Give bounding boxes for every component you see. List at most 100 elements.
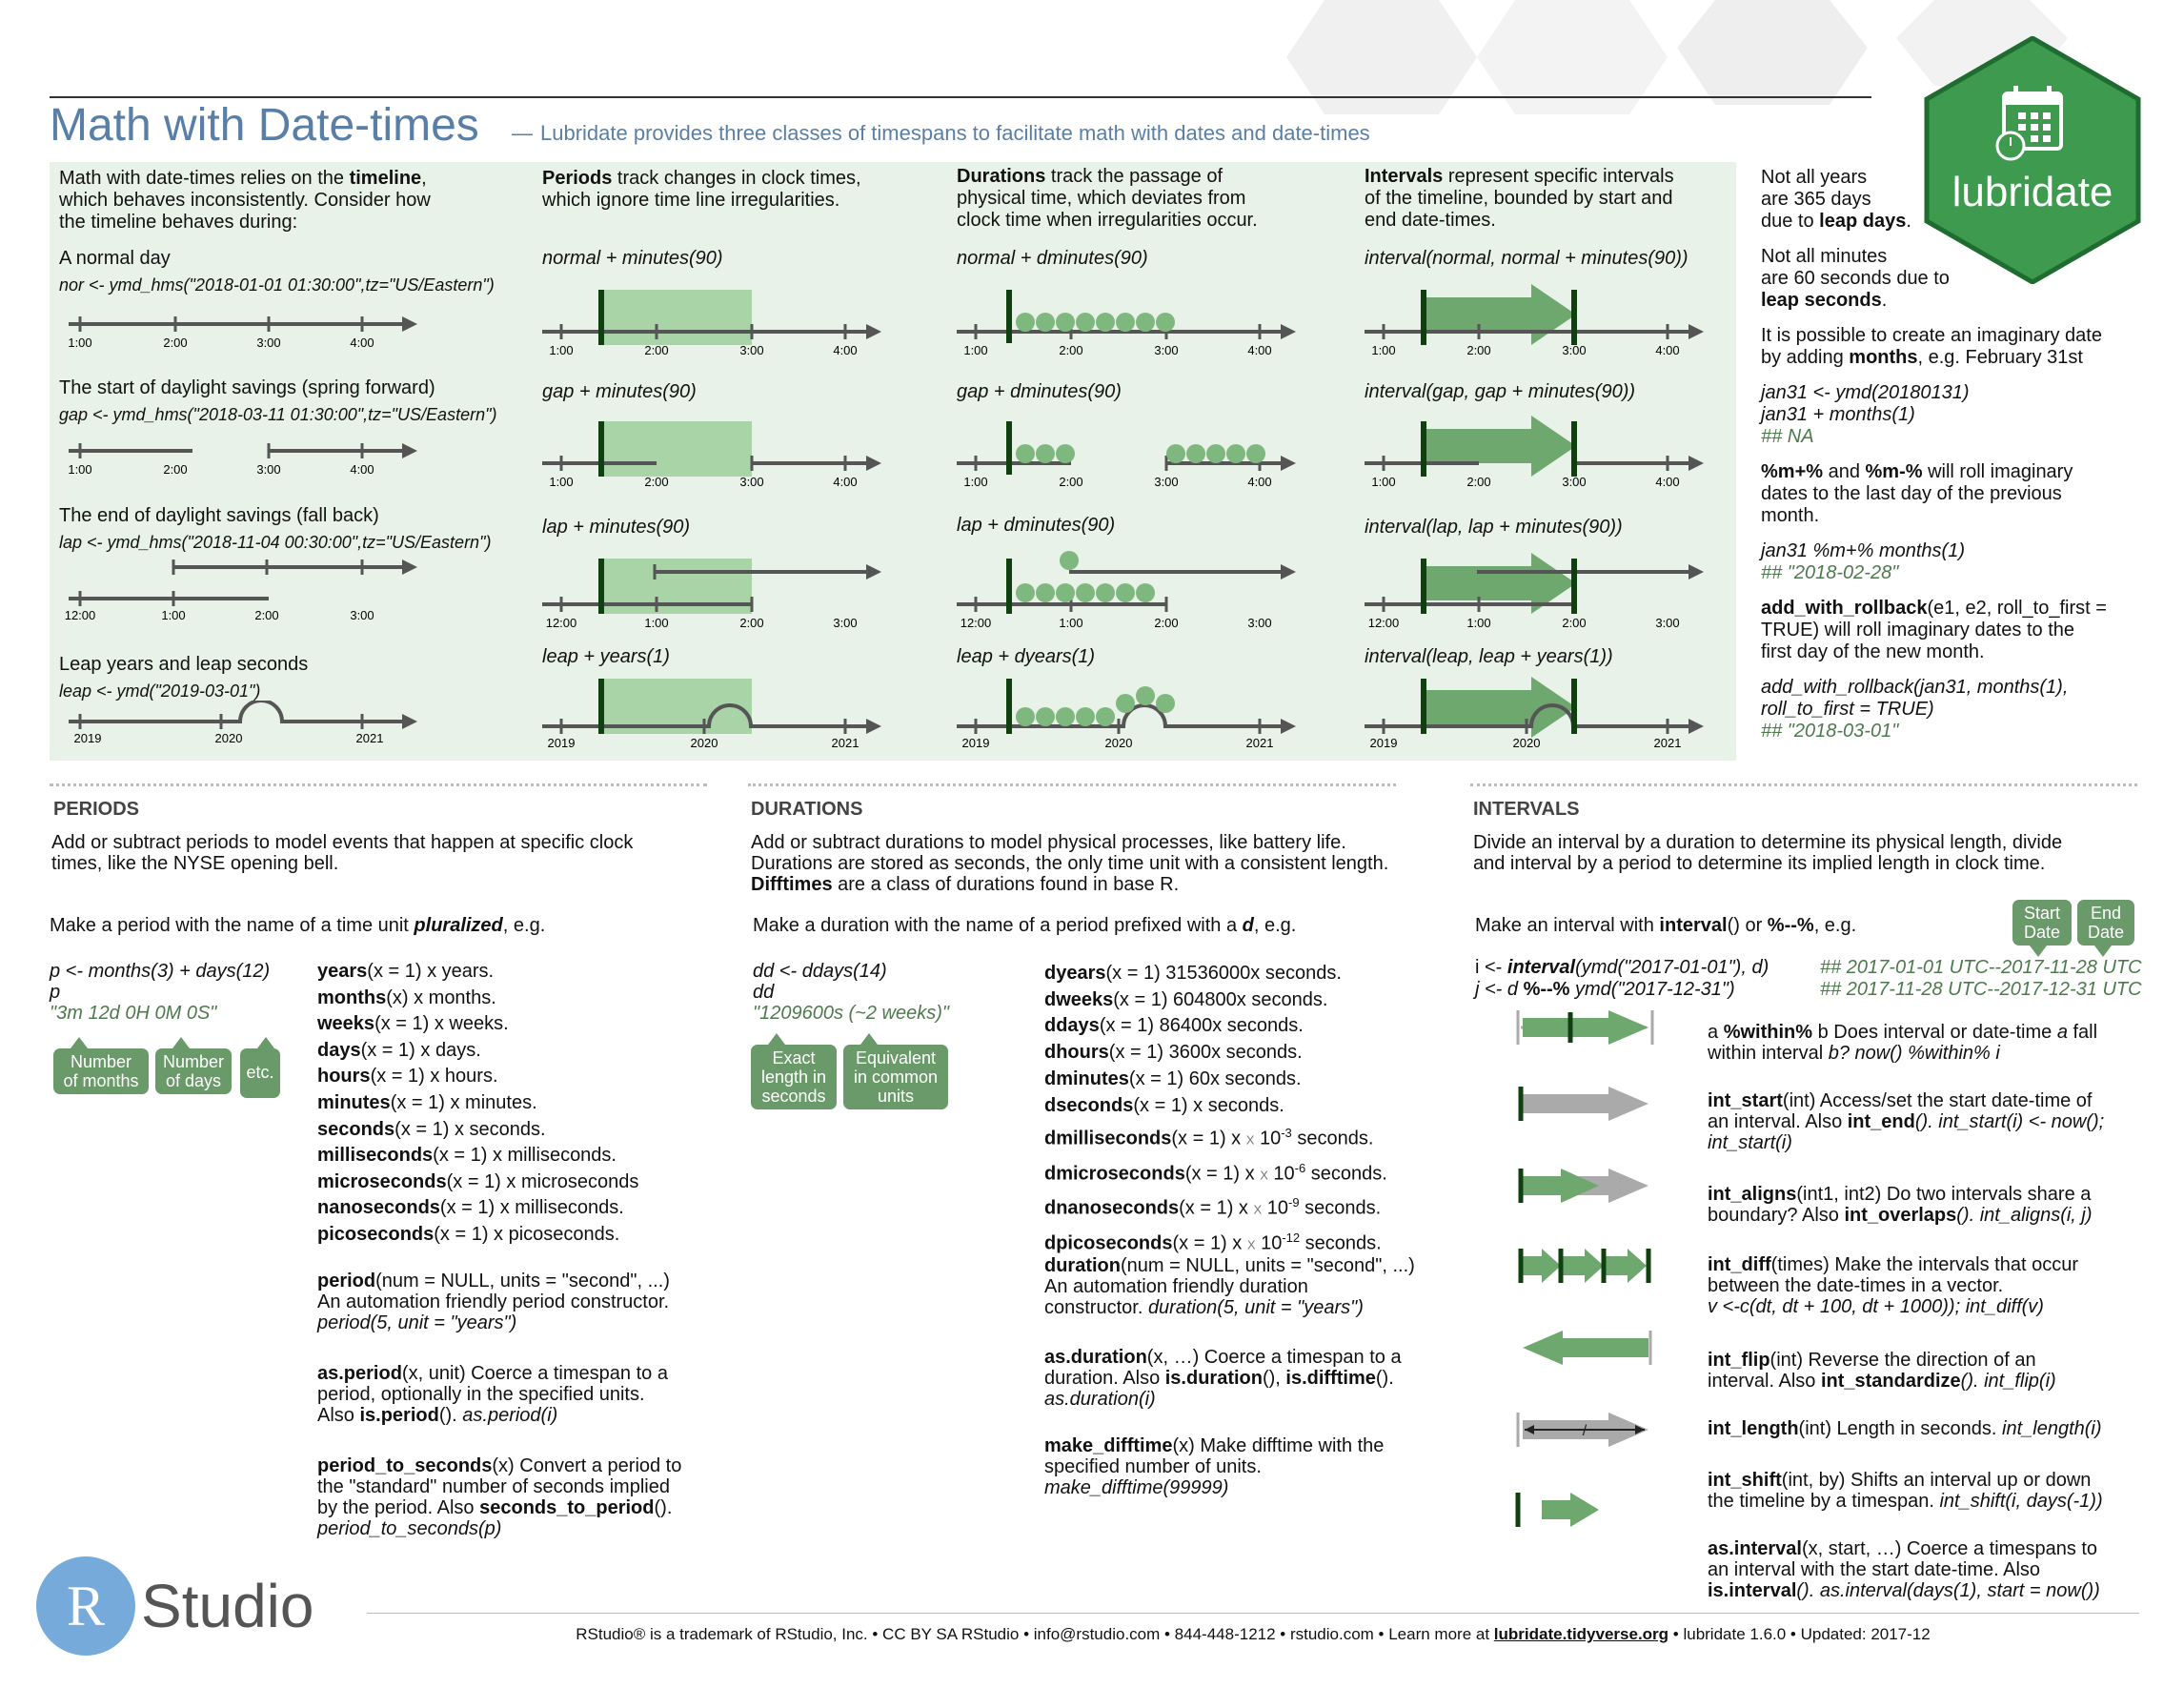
- periods-desc: Add or subtract periods to model events …: [51, 832, 634, 874]
- duration-leap: 2019 2020 2021: [957, 679, 1296, 750]
- duration-lap: 12:00 1:00 2:00 3:00: [957, 551, 1296, 630]
- expr-gap-minutes: gap + minutes(90): [542, 381, 697, 402]
- svg-text:2021: 2021: [1654, 736, 1682, 750]
- fn-microseconds: microseconds(x = 1) x microseconds: [317, 1170, 639, 1192]
- svg-text:2019: 2019: [962, 736, 990, 750]
- period-lap: 12:00 1:00 2:00 3:00: [542, 559, 881, 630]
- svg-text:3:00: 3:00: [1655, 616, 1679, 630]
- svg-text:2:00: 2:00: [644, 343, 668, 357]
- page-subtitle: Lubridate provides three classes of time…: [540, 121, 1370, 145]
- tag-number-of-months: Number of months: [53, 1037, 149, 1094]
- lubridate-hex-logo: lubridate: [1924, 36, 2141, 284]
- calendar-clock-icon: [1995, 86, 2063, 161]
- svg-text:2021: 2021: [1246, 736, 1274, 750]
- svg-text:/: /: [1583, 1423, 1587, 1439]
- fn-picoseconds: picoseconds(x = 1) x picoseconds.: [317, 1223, 620, 1245]
- fn-dnanoseconds: dnanoseconds(x = 1) x X 10-9 seconds.: [1044, 1195, 1382, 1219]
- svg-text:3:00: 3:00: [256, 462, 280, 477]
- interval-example-2: j <- d %--% ymd("2017-12-31"): [1475, 979, 1735, 1000]
- fn-int-start: int_start(int) Access/set the start date…: [1708, 1090, 2105, 1153]
- rollback-code: add_with_rollback(jan31, months(1), roll_…: [1761, 677, 2069, 742]
- svg-text:3:00: 3:00: [256, 336, 280, 350]
- expr-leap-years: leap + years(1): [542, 646, 670, 667]
- periods-heading: PERIODS: [53, 799, 140, 820]
- svg-text:4:00: 4:00: [1655, 343, 1679, 357]
- durations-diagrams: 1:00 2:00 3:00 4:00 1:00 2:00 3:00 4:00 12:00 1…: [957, 290, 1296, 750]
- svg-text:2020: 2020: [691, 736, 718, 750]
- svg-text:2:00: 2:00: [1562, 616, 1586, 630]
- svg-text:4:00: 4:00: [1247, 475, 1271, 489]
- svg-text:1:00: 1:00: [68, 336, 91, 350]
- svg-text:1:00: 1:00: [549, 343, 573, 357]
- expr-leap-dyears: leap + dyears(1): [957, 646, 1096, 667]
- timeline-leap-axis: 2019 2020 2021: [69, 701, 417, 745]
- interval-leap: 2019 2020 2021: [1365, 677, 1704, 750]
- interval-gap: 1:00 2:00 3:00 4:00: [1365, 416, 1704, 489]
- footer-link[interactable]: lubridate.tidyverse.org: [1493, 1625, 1669, 1643]
- interval-function-icons: /: [1515, 1010, 1654, 1527]
- logo-text: lubridate: [1952, 169, 2113, 215]
- timeline-normal-axis: 1:00 2:00 3:00 4:00: [68, 316, 417, 350]
- intervals-intro: Intervals represent specific intervals of…: [1365, 166, 1674, 231]
- tag-equivalent-units: Equivalent in common units: [843, 1033, 948, 1109]
- rollback-note: add_with_rollback(e1, e2, roll_to_first …: [1761, 598, 2107, 662]
- period-leap: 2019 2020 2021: [542, 679, 881, 750]
- periods-column: Periods track changes in clock times, whi…: [542, 162, 942, 761]
- periods-make: Make a period with the name of a time un…: [50, 915, 546, 936]
- svg-text:3:00: 3:00: [350, 608, 374, 622]
- intervals-column: Intervals represent specific intervals of…: [1365, 162, 1736, 761]
- timeline-column: Math with date-times relies on the timel…: [59, 162, 536, 761]
- svg-text:12:00: 12:00: [1368, 616, 1400, 630]
- fall-back-label: The end of daylight savings (fall back): [59, 505, 379, 526]
- timeline-panel: Math with date-times relies on the timel…: [50, 162, 1736, 761]
- durations-heading: DURATIONS: [751, 799, 863, 820]
- svg-text:2:00: 2:00: [1059, 475, 1082, 489]
- periods-example: p <- months(3) + days(12) p "3m 12d 0H 0M …: [50, 961, 271, 1024]
- fn-days: days(x = 1) x days.: [317, 1039, 481, 1061]
- tag-number-of-days: Number of days: [155, 1037, 232, 1094]
- leap-label: Leap years and leap seconds: [59, 654, 309, 675]
- int-aligns-icon: [1518, 1169, 1648, 1203]
- fn-seconds: seconds(x = 1) x seconds.: [317, 1118, 546, 1140]
- svg-text:4:00: 4:00: [350, 336, 374, 350]
- svg-text:1:00: 1:00: [1059, 616, 1082, 630]
- expr-interval-lap: interval(lap, lap + minutes(90)): [1365, 517, 1623, 538]
- svg-text:2:00: 2:00: [1466, 475, 1490, 489]
- fn-years: years(x = 1) x years.: [317, 961, 495, 982]
- durations-make: Make a duration with the name of a perio…: [753, 915, 1297, 936]
- tag-end-date: End Date: [2077, 900, 2134, 957]
- interval-example-2-output: ## 2017-11-28 UTC--2017-12-31 UTC: [1820, 979, 2142, 1000]
- svg-text:2:00: 2:00: [1466, 343, 1490, 357]
- periods-diagrams: 1:00 2:00 3:00 4:00 1:00 2:00 3:00 4:00 12:00 1…: [542, 290, 881, 750]
- intervals-heading: INTERVALS: [1473, 799, 1580, 820]
- fn-as-duration: as.duration(x, …) Coerce a timespan to a…: [1044, 1347, 1402, 1410]
- durations-desc: Add or subtract durations to model physi…: [751, 832, 1389, 895]
- title-dash: —: [512, 121, 533, 145]
- svg-text:3:00: 3:00: [1562, 475, 1586, 489]
- normal-day-code: nor <- ymd_hms("2018-01-01 01:30:00",tz=…: [59, 275, 495, 295]
- fn-dmicroseconds: dmicroseconds(x = 1) x X 10-6 seconds.: [1044, 1160, 1387, 1185]
- svg-text:2:00: 2:00: [163, 462, 187, 477]
- rstudio-r-circle: R: [36, 1556, 135, 1656]
- intervals-diagrams: 1:00 2:00 3:00 4:00 1:00 2:00 3:00 4:00 12:00 1…: [1365, 284, 1704, 750]
- svg-text:3:00: 3:00: [1154, 475, 1178, 489]
- svg-text:1:00: 1:00: [68, 462, 91, 477]
- period-functions-list: years(x = 1) x years. months(x) x months…: [317, 959, 638, 1249]
- fn-period: period(num = NULL, units = "second", ...…: [317, 1271, 670, 1333]
- svg-text:3:00: 3:00: [739, 475, 763, 489]
- fn-dminutes: dminutes(x = 1) 60x seconds.: [1044, 1068, 1302, 1089]
- expr-normal-dminutes: normal + dminutes(90): [957, 248, 1148, 269]
- fn-dpicoseconds: dpicoseconds(x = 1) x X 10-12 seconds.: [1044, 1230, 1382, 1254]
- expr-interval-normal: interval(normal, normal + minutes(90)): [1365, 248, 1689, 269]
- imaginary-dates-sidebar: Not all years are 365 days due to leap day…: [1761, 167, 2142, 756]
- fn-duration: duration(num = NULL, units = "second", .…: [1044, 1255, 1415, 1318]
- fn-within: a %within% b Does interval or date-time …: [1708, 1022, 2098, 1064]
- fn-as-interval: as.interval(x, start, …) Coerce a timesp…: [1708, 1538, 2100, 1601]
- interval-example-1: i <- interval(ymd("2017-01-01"), d): [1475, 957, 1769, 978]
- spring-forward-label: The start of daylight savings (spring fo…: [59, 377, 435, 398]
- svg-text:1:00: 1:00: [963, 343, 987, 357]
- svg-text:2019: 2019: [1370, 736, 1398, 750]
- durations-divider: [748, 783, 1396, 786]
- expr-normal-minutes: normal + minutes(90): [542, 248, 723, 269]
- periods-divider: [50, 783, 707, 786]
